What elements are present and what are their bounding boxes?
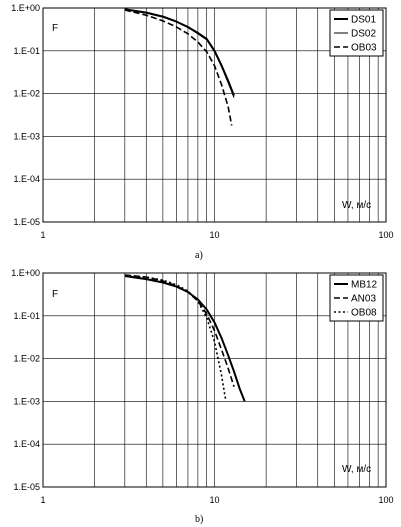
chart-a-y-tick-label: 1.E-03	[13, 131, 40, 141]
chart-a-series-ds01-line	[124, 8, 235, 96]
chart-b-caption: b)	[195, 514, 203, 525]
chart-b-legend-label-mb12: MB12	[351, 280, 378, 291]
chart-b-x-tick-label: 100	[378, 495, 393, 505]
chart-a-legend-label-ds01: DS01	[351, 15, 376, 26]
chart-b-series	[124, 274, 246, 402]
chart-b-y-ticks: 1.E+00 1.E-01 1.E-02 1.E-03 1.E-04 1.E-05	[11, 268, 40, 492]
chart-a-legend-box	[329, 9, 384, 57]
chart-a-y-tick-label: 1.E-01	[13, 46, 40, 56]
chart-a-x-ticks: 1 10 100	[40, 230, 393, 240]
chart-b-y-tick-label: 1.E-05	[13, 482, 40, 492]
chart-b-y-tick-label: 1.E-04	[13, 439, 40, 449]
chart-b: 1.E+00 1.E-01 1.E-02 1.E-03 1.E-04 1.E-05 1 10…	[11, 268, 393, 525]
chart-b-legend-label-ob08: OB08	[351, 308, 377, 319]
chart-b-x-tick-label: 10	[209, 495, 219, 505]
chart-a-legend-label-ob03: OB03	[351, 43, 377, 54]
chart-a-series	[124, 8, 235, 126]
chart-a: 1.E+00 1.E-01 1.E-02 1.E-03 1.E-04 1.E-05 1 10…	[11, 3, 393, 261]
chart-b-x-axis-label: W, м/с	[342, 464, 371, 475]
chart-b-legend: MB12 AN03 OB08	[329, 274, 384, 322]
chart-a-x-axis-label: W, м/с	[342, 200, 371, 211]
chart-a-y-tick-label: 1.E-05	[13, 217, 40, 227]
chart-b-x-tick-label: 1	[40, 495, 45, 505]
chart-a-y-axis-label: F	[52, 23, 58, 34]
chart-b-y-tick-label: 1.E+00	[11, 268, 40, 278]
chart-a-grid	[43, 8, 386, 222]
chart-b-series-mb12-line	[124, 275, 246, 402]
chart-b-x-ticks: 1 10 100	[40, 495, 393, 505]
chart-a-x-tick-label: 100	[378, 230, 393, 240]
chart-a-legend: DS01 DS02 OB03	[329, 9, 384, 57]
chart-a-y-tick-label: 1.E+00	[11, 3, 40, 13]
chart-a-y-tick-label: 1.E-04	[13, 174, 40, 184]
chart-b-y-tick-label: 1.E-02	[13, 354, 40, 364]
chart-a-caption: a)	[195, 250, 203, 261]
chart-a-x-tick-label: 1	[40, 230, 45, 240]
chart-b-series-ob08-line	[124, 274, 227, 400]
chart-a-legend-label-ds02: DS02	[351, 29, 376, 40]
chart-a-y-ticks: 1.E+00 1.E-01 1.E-02 1.E-03 1.E-04 1.E-05	[11, 3, 40, 227]
chart-b-y-axis-label: F	[52, 289, 58, 300]
chart-a-series-ob03-line	[124, 9, 233, 126]
chart-a-series-ds02-line	[124, 9, 235, 98]
chart-b-y-tick-label: 1.E-03	[13, 396, 40, 406]
chart-b-y-tick-label: 1.E-01	[13, 311, 40, 321]
chart-a-y-tick-label: 1.E-02	[13, 89, 40, 99]
chart-b-legend-label-an03: AN03	[351, 294, 376, 305]
chart-a-x-tick-label: 10	[209, 230, 219, 240]
